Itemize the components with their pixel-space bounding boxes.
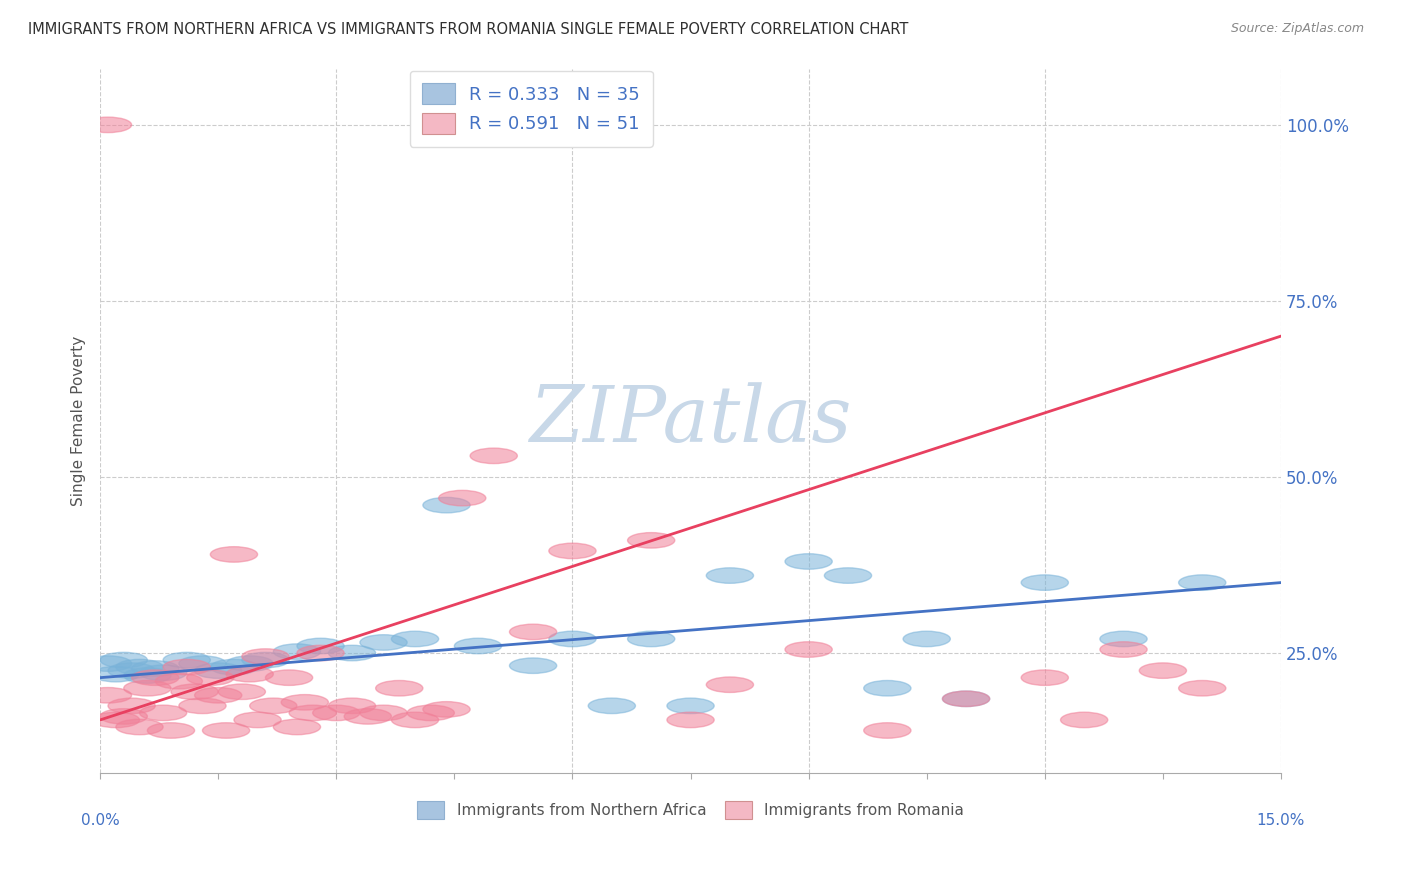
Ellipse shape — [115, 719, 163, 735]
Ellipse shape — [124, 681, 172, 696]
Legend: Immigrants from Northern Africa, Immigrants from Romania: Immigrants from Northern Africa, Immigra… — [411, 795, 970, 825]
Ellipse shape — [266, 670, 312, 685]
Ellipse shape — [470, 448, 517, 464]
Ellipse shape — [509, 624, 557, 640]
Text: 0.0%: 0.0% — [80, 813, 120, 828]
Ellipse shape — [706, 677, 754, 692]
Ellipse shape — [194, 688, 242, 703]
Ellipse shape — [785, 641, 832, 657]
Ellipse shape — [84, 688, 132, 703]
Text: 15.0%: 15.0% — [1257, 813, 1305, 828]
Ellipse shape — [312, 706, 360, 721]
Ellipse shape — [344, 708, 391, 724]
Ellipse shape — [329, 698, 375, 714]
Text: Source: ZipAtlas.com: Source: ZipAtlas.com — [1230, 22, 1364, 36]
Ellipse shape — [250, 698, 297, 714]
Ellipse shape — [1178, 574, 1226, 591]
Ellipse shape — [548, 632, 596, 647]
Ellipse shape — [942, 691, 990, 706]
Ellipse shape — [1021, 574, 1069, 591]
Text: ZIPatlas: ZIPatlas — [529, 383, 852, 458]
Ellipse shape — [360, 635, 408, 650]
Ellipse shape — [124, 668, 172, 683]
Ellipse shape — [163, 659, 211, 675]
Ellipse shape — [375, 681, 423, 696]
Ellipse shape — [281, 695, 329, 710]
Ellipse shape — [1021, 670, 1069, 685]
Ellipse shape — [273, 719, 321, 735]
Ellipse shape — [100, 652, 148, 668]
Ellipse shape — [148, 723, 194, 739]
Ellipse shape — [785, 554, 832, 569]
Ellipse shape — [179, 656, 226, 672]
Ellipse shape — [179, 698, 226, 714]
Ellipse shape — [588, 698, 636, 714]
Ellipse shape — [100, 708, 148, 724]
Ellipse shape — [1178, 681, 1226, 696]
Ellipse shape — [666, 698, 714, 714]
Ellipse shape — [297, 639, 344, 654]
Ellipse shape — [423, 702, 470, 717]
Ellipse shape — [211, 547, 257, 562]
Ellipse shape — [108, 698, 155, 714]
Ellipse shape — [1099, 632, 1147, 647]
Ellipse shape — [1099, 641, 1147, 657]
Ellipse shape — [108, 663, 155, 679]
Ellipse shape — [84, 656, 132, 672]
Ellipse shape — [548, 543, 596, 558]
Ellipse shape — [155, 673, 202, 689]
Ellipse shape — [218, 684, 266, 699]
Ellipse shape — [454, 639, 502, 654]
Ellipse shape — [139, 665, 187, 681]
Ellipse shape — [242, 652, 290, 668]
Ellipse shape — [627, 632, 675, 647]
Ellipse shape — [233, 712, 281, 728]
Ellipse shape — [329, 645, 375, 661]
Ellipse shape — [242, 648, 290, 665]
Ellipse shape — [93, 666, 139, 681]
Ellipse shape — [172, 684, 218, 699]
Text: IMMIGRANTS FROM NORTHERN AFRICA VS IMMIGRANTS FROM ROMANIA SINGLE FEMALE POVERTY: IMMIGRANTS FROM NORTHERN AFRICA VS IMMIG… — [28, 22, 908, 37]
Ellipse shape — [408, 706, 454, 721]
Ellipse shape — [863, 681, 911, 696]
Ellipse shape — [706, 568, 754, 583]
Ellipse shape — [360, 706, 408, 721]
Ellipse shape — [194, 663, 242, 679]
Ellipse shape — [84, 117, 132, 133]
Ellipse shape — [824, 568, 872, 583]
Ellipse shape — [903, 632, 950, 647]
Ellipse shape — [202, 723, 250, 739]
Ellipse shape — [297, 645, 344, 661]
Ellipse shape — [423, 498, 470, 513]
Ellipse shape — [509, 658, 557, 673]
Ellipse shape — [132, 670, 179, 685]
Ellipse shape — [226, 666, 273, 681]
Ellipse shape — [391, 632, 439, 647]
Ellipse shape — [391, 712, 439, 728]
Ellipse shape — [187, 670, 233, 685]
Ellipse shape — [942, 691, 990, 706]
Y-axis label: Single Female Poverty: Single Female Poverty — [72, 335, 86, 506]
Ellipse shape — [211, 659, 257, 675]
Ellipse shape — [627, 533, 675, 548]
Ellipse shape — [666, 712, 714, 728]
Ellipse shape — [139, 706, 187, 721]
Ellipse shape — [163, 652, 211, 668]
Ellipse shape — [863, 723, 911, 739]
Ellipse shape — [1060, 712, 1108, 728]
Ellipse shape — [115, 659, 163, 675]
Ellipse shape — [132, 661, 179, 676]
Ellipse shape — [290, 706, 336, 721]
Ellipse shape — [1139, 663, 1187, 679]
Ellipse shape — [93, 712, 139, 728]
Ellipse shape — [273, 644, 321, 659]
Ellipse shape — [439, 491, 486, 506]
Ellipse shape — [226, 656, 273, 672]
